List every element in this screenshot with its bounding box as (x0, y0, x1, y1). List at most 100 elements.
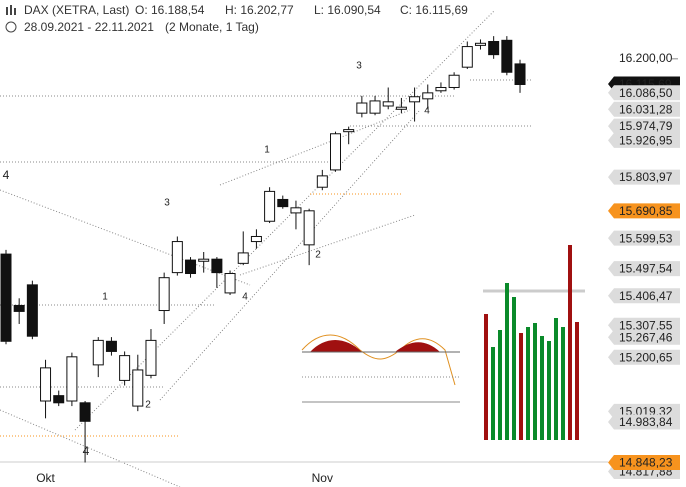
range: 28.09.2021 - 22.11.2021 (24, 20, 154, 34)
candle-body (40, 367, 52, 402)
candle-body (514, 63, 526, 86)
price-label-box (608, 101, 680, 117)
hist-bar (512, 297, 516, 440)
hist-bar (554, 318, 558, 440)
price-label-box (608, 230, 680, 246)
hist-bar (547, 341, 551, 440)
hist-bar (540, 336, 544, 440)
open: O: 16.188,54 (135, 3, 205, 17)
x-tick-label: Okt (36, 471, 55, 485)
trend (0, 189, 251, 286)
hist-bar (498, 330, 502, 440)
price-label: 15.307,55 (619, 318, 673, 332)
candle-body (119, 355, 131, 381)
price-label-box (608, 132, 680, 148)
price-label: 15.803,97 (619, 170, 673, 184)
clock-icon (5, 21, 17, 33)
low: L: 16.090,54 (314, 3, 381, 17)
hist-bar (568, 245, 572, 440)
candle-body (448, 74, 460, 88)
wave-label: 4 (3, 168, 10, 182)
candle-body (303, 210, 315, 246)
high: H: 16.202,77 (225, 3, 294, 17)
price-label: 15.200,65 (619, 350, 673, 364)
wave-label: 4 (424, 106, 430, 117)
price-label: 15.267,46 (619, 330, 673, 344)
candle-body (105, 340, 117, 352)
y-tick-label: 16.200,00 (619, 51, 673, 65)
candle-body (461, 46, 473, 68)
price-label: 14.983,84 (619, 415, 673, 429)
candle-body (395, 106, 407, 110)
hist-bar (533, 323, 537, 440)
hist-bar (505, 283, 509, 440)
price-label-box (608, 414, 680, 430)
candle-body (158, 277, 170, 312)
hist-bar (526, 327, 530, 440)
oscillator (301, 334, 460, 403)
candle-body (132, 369, 144, 407)
candle-body (224, 273, 236, 294)
candle-body (343, 129, 355, 133)
overlay-lines (0, 9, 533, 487)
wave-label: 3 (164, 198, 170, 209)
hist-bar (519, 333, 523, 440)
candle-body (79, 402, 91, 422)
hist-bar (491, 347, 495, 440)
price-label-box (608, 288, 680, 304)
price-label-box (608, 454, 680, 470)
candle-body (145, 339, 157, 376)
candle-body (316, 175, 328, 188)
price-label: 15.974,79 (619, 119, 673, 133)
candle-body (53, 395, 65, 404)
hist-bar (561, 327, 565, 440)
osc-line (301, 334, 456, 386)
candle-body (369, 100, 381, 114)
candle-body (356, 102, 368, 114)
wave-label: 4 (83, 444, 90, 458)
candle-body (330, 133, 341, 171)
candle-body (92, 339, 104, 366)
price-label: 15.406,47 (619, 289, 673, 303)
candle-body (290, 207, 302, 214)
wave-label: 2 (145, 400, 151, 411)
candle-body (277, 198, 289, 208)
icon (6, 7, 8, 15)
price-label: 15.599,53 (619, 231, 673, 245)
wave-label: 1 (264, 145, 270, 156)
hist-bar (484, 314, 488, 440)
x-tick-label: Nov (312, 471, 333, 485)
price-label-box (608, 85, 680, 101)
candle-body (264, 190, 276, 222)
wave-label: 2 (315, 250, 321, 261)
price-label: 16.031,28 (619, 102, 673, 116)
candle-body (185, 259, 197, 275)
candle-body (250, 235, 262, 243)
candle-body (13, 304, 25, 312)
price-label-box (608, 317, 680, 333)
price-label-box (608, 329, 680, 345)
candle-body (198, 258, 210, 262)
price-label: 15.690,85 (619, 204, 673, 218)
span: (2 Monate, 1 Tag) (165, 20, 259, 34)
instrument: DAX (XETRA, Last) (24, 3, 129, 17)
wave-label: 3 (356, 61, 362, 72)
wave-label: 1 (102, 292, 108, 303)
osc-area (310, 340, 440, 352)
histogram (483, 245, 585, 440)
channel (159, 109, 421, 401)
candle-body (26, 284, 38, 337)
candle-body (501, 39, 513, 73)
candle-body (0, 253, 12, 342)
price-label-box (608, 261, 680, 277)
candle-body (409, 96, 421, 103)
candle-body (171, 241, 183, 274)
icon (14, 8, 16, 15)
header: DAX (XETRA, Last) O: 16.188,54 H: 16.202… (5, 3, 468, 34)
candle-body (211, 258, 223, 274)
price-label: 16.086,50 (619, 86, 673, 100)
candle-body (237, 252, 249, 264)
price-label-box (608, 118, 680, 134)
trend (219, 109, 411, 186)
